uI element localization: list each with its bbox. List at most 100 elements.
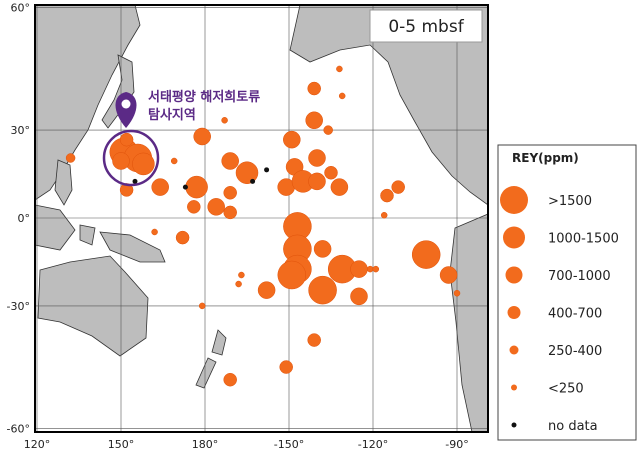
sample-point — [305, 111, 323, 130]
sample-point — [350, 260, 368, 278]
sample-point — [238, 271, 245, 279]
legend-symbol — [511, 422, 517, 428]
sample-point — [207, 198, 225, 216]
sample-point — [277, 260, 307, 290]
sample-point — [112, 152, 130, 170]
sample-point — [391, 180, 405, 194]
legend-label: 400-700 — [548, 307, 602, 322]
sample-point — [283, 130, 301, 149]
sample-point — [151, 228, 158, 236]
legend-title: REY(ppm) — [512, 151, 579, 165]
sample-point — [308, 275, 337, 305]
sample-point — [350, 287, 368, 306]
lat-label: 0° — [18, 212, 31, 225]
sample-point — [119, 132, 134, 147]
legend-symbol — [507, 306, 521, 319]
sample-points — [65, 65, 461, 387]
pin-hole — [121, 99, 131, 109]
sample-point — [307, 333, 321, 347]
sample-point — [330, 178, 349, 196]
sample-point — [151, 178, 169, 196]
sample-point — [308, 172, 326, 191]
sample-point — [223, 186, 237, 200]
sample-point — [366, 265, 374, 273]
sample-point — [453, 289, 461, 297]
land — [34, 4, 489, 433]
sample-point — [182, 184, 188, 190]
sample-point — [380, 188, 394, 203]
lat-label: -60° — [7, 423, 30, 436]
asia — [34, 4, 141, 201]
lon-label: -90° — [445, 438, 468, 451]
title-box — [369, 9, 483, 43]
sample-point — [338, 92, 346, 100]
sample-point — [235, 161, 259, 184]
sample-point — [264, 167, 270, 173]
legend-label: 250-400 — [548, 344, 602, 359]
sample-point — [187, 200, 201, 214]
annotation: 서태평양 해저희토류 — [148, 89, 260, 105]
sample-point — [221, 117, 228, 124]
region-marker: 서태평양 해저희토류 탐사지역 — [102, 89, 260, 187]
sample-point — [132, 152, 155, 176]
sample-point — [324, 165, 338, 180]
legend-symbol — [503, 226, 525, 249]
sample-point — [175, 230, 190, 245]
sample-point — [223, 372, 237, 387]
location-pin — [115, 92, 137, 128]
sample-point — [250, 178, 256, 184]
lat-label: -30° — [7, 300, 30, 313]
sample-point — [170, 157, 178, 165]
lon-label: -120° — [358, 438, 388, 451]
legend-symbol — [511, 384, 517, 391]
sample-point — [221, 152, 239, 170]
lon-label: 150° — [108, 438, 135, 451]
legend-label: 1000-1500 — [548, 232, 619, 247]
sample-point — [336, 65, 343, 73]
sample-point — [439, 266, 458, 284]
sample-point — [313, 240, 332, 258]
lon-label: 180° — [192, 438, 219, 451]
map-frame — [34, 4, 489, 433]
philippines — [54, 159, 73, 206]
legend-label: <250 — [548, 382, 584, 397]
region-circle — [102, 129, 160, 187]
lon-label: -150° — [274, 438, 304, 451]
sample-point — [307, 81, 321, 96]
sample-point — [372, 265, 380, 273]
new-guinea — [99, 231, 166, 263]
lat-label: 30° — [11, 124, 31, 137]
sample-point — [132, 178, 138, 184]
legend-label: >1500 — [548, 194, 592, 209]
graticule — [35, 5, 488, 432]
sample-point — [411, 240, 441, 269]
new-zealand — [195, 329, 227, 389]
sample-point — [257, 281, 276, 299]
legend-label: no data — [548, 419, 598, 434]
indonesia — [34, 204, 96, 251]
lat-label: 60° — [11, 1, 31, 14]
north-america — [289, 4, 489, 206]
map-title: 0-5 mbsf — [388, 17, 464, 37]
legend-symbol — [505, 266, 523, 284]
sample-point — [279, 360, 293, 374]
sample-point — [65, 153, 76, 163]
legend: REY(ppm) >1500 1000-1500 700-1000 400-700 25… — [497, 144, 637, 441]
south-america — [449, 213, 489, 433]
sample-point — [223, 205, 237, 220]
legend-symbol — [500, 186, 528, 214]
sample-point — [198, 302, 206, 310]
legend-symbol — [509, 345, 519, 355]
sample-point — [235, 280, 242, 288]
sample-point — [323, 125, 333, 135]
annotation: 탐사지역 — [148, 107, 196, 123]
sample-point — [308, 149, 326, 167]
sample-point — [185, 175, 208, 199]
sample-point — [193, 127, 211, 146]
japan — [101, 54, 135, 129]
lon-label: 120° — [24, 438, 51, 451]
sample-point — [380, 211, 388, 219]
legend-label: 700-1000 — [548, 269, 611, 284]
